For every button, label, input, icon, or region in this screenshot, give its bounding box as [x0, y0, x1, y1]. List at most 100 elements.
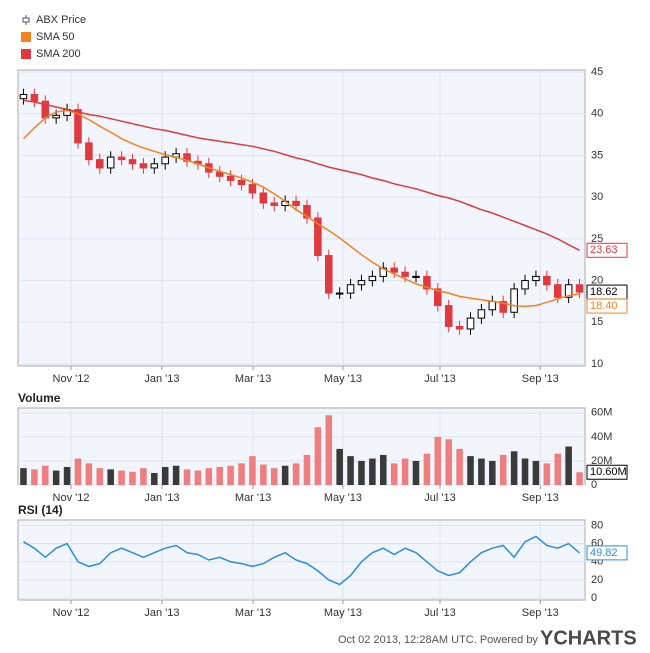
- y-tick-label: 30: [591, 191, 603, 203]
- candle-body: [564, 284, 573, 298]
- x-tick-label: Sep '13: [522, 607, 559, 619]
- volume-bar: [412, 460, 420, 485]
- candle-body: [346, 284, 355, 294]
- y-tick-label: 0: [591, 592, 597, 604]
- candle-body: [412, 275, 420, 278]
- y-tick-label: 10: [591, 358, 603, 370]
- volume-bar: [270, 468, 278, 485]
- candle-body: [270, 202, 279, 206]
- candle-body: [575, 284, 584, 293]
- candle-body: [215, 171, 224, 177]
- candle-body: [237, 179, 246, 186]
- legend-icon: [21, 32, 31, 42]
- candle-body: [510, 288, 518, 313]
- candle-body: [444, 305, 453, 327]
- y-tick-label: 20M: [591, 455, 612, 467]
- candle-body: [390, 267, 398, 273]
- volume-bar: [140, 468, 147, 485]
- volume-bar: [445, 439, 452, 485]
- last-value-label: 18.40: [590, 300, 618, 312]
- candle-body: [139, 163, 148, 169]
- volume-bar: [249, 456, 256, 485]
- x-tick-label: Sep '13: [522, 373, 559, 385]
- legend-label: ABX Price: [36, 14, 86, 26]
- x-tick-label: Nov '12: [53, 607, 90, 619]
- volume-bar: [118, 470, 125, 485]
- sma-line: [22, 109, 580, 308]
- candle-body: [30, 94, 39, 102]
- y-tick-label: 20: [591, 274, 603, 286]
- rsi-line: [23, 535, 580, 586]
- candle-body: [488, 300, 497, 311]
- legend-icon: [21, 49, 31, 59]
- x-tick-label: Sep '13: [522, 492, 559, 504]
- volume-bar: [554, 453, 562, 485]
- plot-area: [17, 69, 586, 367]
- candle-body: [434, 288, 442, 307]
- volume-bar: [216, 466, 223, 485]
- y-tick-label: 0: [591, 479, 597, 491]
- x-tick-label: Nov '12: [53, 373, 90, 385]
- candle-body: [150, 163, 159, 169]
- volume-bar: [380, 454, 387, 485]
- candle-body: [248, 184, 257, 194]
- candle-body: [259, 192, 268, 204]
- candle-body: [19, 94, 28, 100]
- candle-body: [292, 200, 300, 206]
- candle-body: [85, 142, 93, 161]
- y-tick-label: 45: [591, 66, 603, 78]
- sma-line: [23, 99, 580, 251]
- volume-bar: [423, 453, 431, 485]
- volume-bar: [74, 458, 82, 485]
- volume-bar: [31, 469, 38, 485]
- volume-bar: [172, 465, 180, 485]
- volume-bar: [521, 458, 529, 485]
- x-tick-label: Jan '13: [144, 607, 179, 619]
- volume-bar: [238, 463, 245, 485]
- candle-body: [52, 114, 60, 119]
- candle-body: [499, 300, 507, 313]
- x-tick-label: Jan '13: [144, 373, 179, 385]
- x-tick-label: Mar '13: [235, 607, 271, 619]
- volume-bar: [456, 448, 463, 485]
- x-tick-label: Jul '13: [424, 373, 455, 385]
- volume-bar: [347, 456, 354, 485]
- x-tick-label: Mar '13: [235, 373, 271, 385]
- x-tick-label: May '13: [324, 607, 362, 619]
- candle-body: [423, 275, 431, 290]
- volume-bar: [260, 464, 267, 485]
- volume-bar: [478, 458, 485, 485]
- y-tick-label: 35: [591, 149, 603, 161]
- candle-body: [553, 284, 562, 298]
- volume-bar: [434, 436, 442, 485]
- candle-body: [303, 204, 311, 219]
- x-tick-label: May '13: [324, 492, 362, 504]
- candle-body: [324, 255, 333, 294]
- candle-body: [532, 275, 540, 282]
- volume-bar: [205, 468, 213, 485]
- last-value-label: 18.62: [590, 286, 618, 298]
- volume-bar: [183, 469, 191, 485]
- candle-body: [466, 317, 475, 330]
- y-tick-label: 40: [591, 108, 603, 120]
- volume-bar: [565, 446, 572, 485]
- y-tick-label: 40M: [591, 431, 612, 443]
- candle-body: [106, 156, 115, 169]
- volume-bar: [532, 460, 540, 485]
- footer-brand: YCHARTS: [540, 627, 637, 649]
- volume-bar: [510, 451, 518, 485]
- candle-body: [401, 271, 409, 277]
- candle-body: [183, 153, 191, 162]
- x-tick-label: Jul '13: [424, 607, 455, 619]
- candle-body: [314, 217, 322, 257]
- footer-timestamp: Oct 02 2013, 12:28AM UTC. Powered by: [338, 634, 538, 646]
- volume-bar: [129, 471, 136, 485]
- volume-bar: [303, 454, 311, 485]
- volume-bar: [325, 415, 333, 485]
- candle-body: [128, 159, 137, 165]
- last-value-label: 49.82: [590, 547, 618, 559]
- volume-bar: [543, 463, 551, 485]
- volume-bar: [151, 472, 158, 485]
- volume-bar: [161, 466, 169, 485]
